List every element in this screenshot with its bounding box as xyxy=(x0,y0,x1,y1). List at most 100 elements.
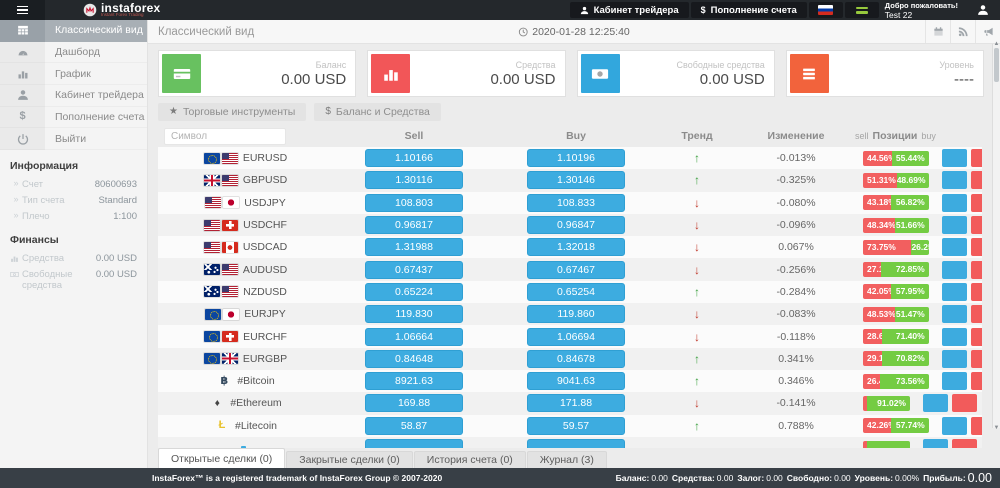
chart-button[interactable] xyxy=(923,394,948,413)
calendar-button[interactable] xyxy=(925,20,950,43)
buy-button[interactable]: 1.06694 xyxy=(527,327,625,346)
footer-stat: Уровень: 0.00% xyxy=(854,473,920,483)
buy-button[interactable]: 171.88 xyxy=(527,394,625,413)
chart-button[interactable] xyxy=(941,372,967,391)
delete-button[interactable] xyxy=(970,260,982,279)
hamburger-menu-icon[interactable] xyxy=(0,0,45,20)
sell-button[interactable]: 0.84648 xyxy=(365,349,463,368)
tab-journal[interactable]: Журнал (3) xyxy=(526,451,607,468)
sell-button[interactable]: 108.803 xyxy=(365,193,463,212)
language-ru-button[interactable] xyxy=(808,2,843,18)
chart-button[interactable] xyxy=(941,260,967,279)
chart-button[interactable] xyxy=(941,416,967,435)
delete-button[interactable] xyxy=(970,282,982,301)
sidebar-item-classic-view[interactable]: Классический вид xyxy=(0,20,147,42)
sell-button[interactable] xyxy=(365,439,463,448)
sell-button[interactable]: 0.65224 xyxy=(365,282,463,301)
scrollbar-thumb[interactable] xyxy=(994,48,999,82)
rss-button[interactable] xyxy=(950,20,975,43)
table-row: EURJPY 119.830 119.860 ↓ -0.083% 48.53% … xyxy=(158,303,982,326)
buy-button[interactable]: 59.57 xyxy=(527,416,625,435)
symbol-search-input[interactable] xyxy=(164,127,286,145)
finance-section-title: Финансы xyxy=(10,234,59,247)
buy-button[interactable]: 1.30146 xyxy=(527,171,625,190)
tab-account-history[interactable]: История счета (0) xyxy=(413,451,526,468)
positions-bar: 28.60% 71.40% xyxy=(863,329,929,345)
sell-button[interactable]: 1.06664 xyxy=(365,327,463,346)
sell-button[interactable]: 1.31988 xyxy=(365,238,463,257)
note-icon xyxy=(580,54,620,93)
chart-button[interactable] xyxy=(941,238,967,257)
tab-open-trades[interactable]: Открытые сделки (0) xyxy=(158,448,286,468)
scroll-up-icon[interactable]: ▲ xyxy=(993,41,1000,47)
buy-button[interactable] xyxy=(527,439,625,448)
table-row: USDCHF 0.96817 0.96847 ↓ -0.096% 48.34% … xyxy=(158,213,982,237)
buy-button[interactable]: 108.833 xyxy=(527,193,625,212)
delete-button[interactable] xyxy=(952,439,977,448)
bottom-tabs: Открытые сделки (0) Закрытые сделки (0) Ис… xyxy=(148,448,1000,468)
delete-button[interactable] xyxy=(970,171,982,190)
power-icon xyxy=(0,128,45,151)
green-equals-button[interactable] xyxy=(844,2,879,18)
sell-button[interactable]: 169.88 xyxy=(365,394,463,413)
symbol-flags xyxy=(203,241,238,253)
sell-button[interactable]: 119.830 xyxy=(365,305,463,324)
chart-button[interactable] xyxy=(941,349,967,368)
change-value: -0.080% xyxy=(776,196,816,209)
sell-button[interactable]: 1.30116 xyxy=(365,171,463,190)
sidebar-item-dashboard[interactable]: Дашборд xyxy=(0,41,147,64)
chart-button[interactable] xyxy=(941,149,967,168)
sell-button[interactable]: 58.87 xyxy=(365,416,463,435)
buy-button[interactable]: 0.65254 xyxy=(527,282,625,301)
buy-button[interactable]: 0.84678 xyxy=(527,349,625,368)
chart-button[interactable] xyxy=(941,171,967,190)
sell-button[interactable]: 0.96817 xyxy=(365,216,463,235)
chart-button[interactable] xyxy=(941,327,967,346)
delete-button[interactable] xyxy=(970,327,982,346)
avatar-button[interactable] xyxy=(966,0,1000,20)
chart-button[interactable] xyxy=(941,193,967,212)
buy-button[interactable]: 0.96847 xyxy=(527,216,625,235)
deposit-button[interactable]: $ Пополнение счета xyxy=(690,2,807,18)
sell-button[interactable]: 8921.63 xyxy=(365,372,463,391)
delete-button[interactable] xyxy=(970,238,982,257)
positions-buy-bar: 26.25% xyxy=(911,239,929,255)
chart-button[interactable] xyxy=(941,305,967,324)
delete-button[interactable] xyxy=(970,149,982,168)
sidebar-item-trader-cabinet[interactable]: Кабинет трейдера xyxy=(0,85,147,107)
balance-funds-button[interactable]: $ Баланс и Средства xyxy=(314,103,441,121)
chevrons-icon: » xyxy=(13,193,19,204)
announcements-button[interactable] xyxy=(975,20,1000,43)
delete-button[interactable] xyxy=(970,216,982,235)
trading-instruments-button[interactable]: ★ Торговые инструменты xyxy=(158,103,307,121)
clock-icon xyxy=(518,27,528,37)
delete-button[interactable] xyxy=(970,349,982,368)
change-value: -0.118% xyxy=(776,330,816,343)
sidebar-item-chart[interactable]: График xyxy=(0,63,147,86)
jp-flag-icon xyxy=(223,308,240,320)
buy-button[interactable]: 119.860 xyxy=(527,305,625,324)
vertical-scrollbar[interactable]: ▲ ▼ xyxy=(992,41,1000,431)
chart-button[interactable] xyxy=(941,216,967,235)
tab-closed-trades[interactable]: Закрытые сделки (0) xyxy=(286,451,413,468)
buy-button[interactable]: 0.67467 xyxy=(527,260,625,279)
trader-cabinet-button[interactable]: Кабинет трейдера xyxy=(569,2,689,18)
delete-button[interactable] xyxy=(970,416,982,435)
positions-column-header: sell Позиции buy xyxy=(855,130,936,142)
delete-button[interactable] xyxy=(970,193,982,212)
sell-button[interactable]: 1.10166 xyxy=(365,149,463,168)
delete-button[interactable] xyxy=(970,305,982,324)
sell-button[interactable]: 0.67437 xyxy=(365,260,463,279)
buy-button[interactable]: 1.32018 xyxy=(527,238,625,257)
us-flag-icon xyxy=(222,286,239,298)
buy-button[interactable]: 9041.63 xyxy=(527,372,625,391)
sidebar-item-logout[interactable]: Выйти xyxy=(0,128,147,151)
logo-tagline: Instant Forex Trading xyxy=(101,12,144,17)
chart-button[interactable] xyxy=(941,282,967,301)
sidebar-item-deposit[interactable]: $ Пополнение счета xyxy=(0,106,147,129)
delete-button[interactable] xyxy=(970,372,982,391)
scroll-down-icon[interactable]: ▼ xyxy=(993,425,1000,431)
chart-button[interactable] xyxy=(923,439,948,448)
buy-button[interactable]: 1.10196 xyxy=(527,149,625,168)
delete-button[interactable] xyxy=(952,394,977,413)
